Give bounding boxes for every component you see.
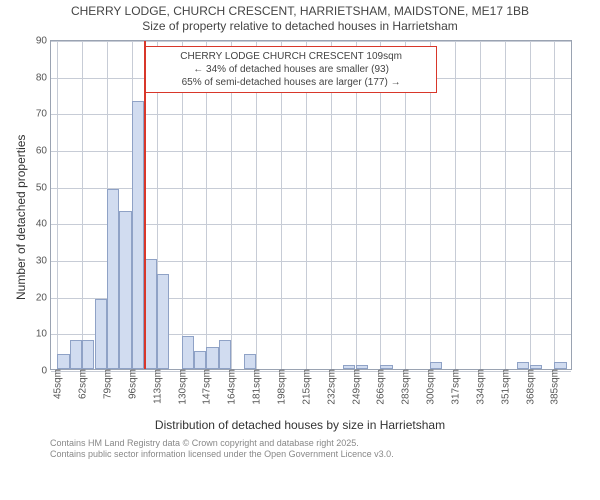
annotation-line: ← 34% of detached houses are smaller (93… — [152, 63, 430, 76]
histogram-bar — [194, 351, 206, 369]
x-tick-label: 215sqm — [299, 369, 312, 405]
annotation-box: CHERRY LODGE CHURCH CRESCENT 109sqm← 34%… — [145, 46, 437, 93]
x-axis-label: Distribution of detached houses by size … — [0, 418, 600, 432]
gridline-v — [505, 41, 506, 369]
gridline-v — [82, 41, 83, 369]
x-tick-label: 317sqm — [448, 369, 461, 405]
histogram-bar — [356, 365, 368, 369]
x-tick-label: 96sqm — [125, 369, 138, 399]
y-tick-label: 30 — [36, 256, 51, 267]
y-tick-label: 80 — [36, 72, 51, 83]
chart-container: 010203040506070809045sqm62sqm79sqm96sqm1… — [50, 40, 600, 370]
gridline-h — [51, 41, 571, 42]
plot-area: 010203040506070809045sqm62sqm79sqm96sqm1… — [50, 40, 572, 370]
gridline-h — [51, 151, 571, 152]
x-tick-label: 334sqm — [473, 369, 486, 405]
x-tick-label: 45sqm — [51, 369, 64, 399]
x-tick-label: 232sqm — [324, 369, 337, 405]
x-tick-label: 266sqm — [374, 369, 387, 405]
x-tick-label: 385sqm — [548, 369, 561, 405]
gridline-v — [57, 41, 58, 369]
x-tick-label: 164sqm — [225, 369, 238, 405]
histogram-bar — [119, 211, 131, 369]
footnote: Contains HM Land Registry data © Crown c… — [50, 438, 600, 461]
annotation-line: 65% of semi-detached houses are larger (… — [152, 76, 430, 89]
x-tick-label: 368sqm — [523, 369, 536, 405]
footnote-line-2: Contains public sector information licen… — [50, 449, 600, 460]
histogram-bar — [57, 354, 69, 369]
y-axis-label: Number of detached properties — [14, 135, 28, 300]
histogram-bar — [380, 365, 392, 369]
x-tick-label: 113sqm — [150, 369, 163, 404]
x-tick-label: 351sqm — [498, 369, 511, 405]
histogram-bar — [219, 340, 231, 369]
x-tick-label: 249sqm — [349, 369, 362, 405]
y-tick-label: 90 — [36, 36, 51, 47]
y-tick-label: 50 — [36, 182, 51, 193]
gridline-h — [51, 114, 571, 115]
title-line-2: Size of property relative to detached ho… — [0, 19, 600, 34]
annotation-line: CHERRY LODGE CHURCH CRESCENT 109sqm — [152, 50, 430, 63]
histogram-bar — [95, 299, 107, 369]
histogram-bar — [554, 362, 566, 369]
x-tick-label: 147sqm — [200, 369, 213, 405]
title-line-1: CHERRY LODGE, CHURCH CRESCENT, HARRIETSH… — [0, 4, 600, 19]
x-tick-label: 181sqm — [250, 369, 263, 405]
x-tick-label: 79sqm — [100, 369, 113, 399]
x-tick-label: 130sqm — [175, 369, 188, 405]
x-tick-label: 62sqm — [76, 369, 89, 399]
histogram-bar — [206, 347, 218, 369]
histogram-bar — [517, 362, 529, 369]
histogram-bar — [182, 336, 194, 369]
footnote-line-1: Contains HM Land Registry data © Crown c… — [50, 438, 600, 449]
x-tick-label: 198sqm — [274, 369, 287, 405]
gridline-v — [554, 41, 555, 369]
histogram-bar — [132, 101, 144, 369]
histogram-bar — [530, 365, 542, 369]
histogram-bar — [244, 354, 256, 369]
x-tick-label: 300sqm — [424, 369, 437, 405]
histogram-bar — [157, 274, 169, 369]
gridline-h — [51, 188, 571, 189]
gridline-v — [480, 41, 481, 369]
histogram-bar — [430, 362, 442, 369]
gridline-v — [530, 41, 531, 369]
y-tick-label: 20 — [36, 292, 51, 303]
chart-titles: CHERRY LODGE, CHURCH CRESCENT, HARRIETSH… — [0, 0, 600, 34]
y-tick-label: 70 — [36, 109, 51, 120]
y-tick-label: 40 — [36, 219, 51, 230]
histogram-bar — [82, 340, 94, 369]
x-tick-label: 283sqm — [399, 369, 412, 405]
y-tick-label: 10 — [36, 329, 51, 340]
gridline-v — [455, 41, 456, 369]
histogram-bar — [107, 189, 119, 369]
histogram-bar — [70, 340, 82, 369]
y-tick-label: 60 — [36, 146, 51, 157]
